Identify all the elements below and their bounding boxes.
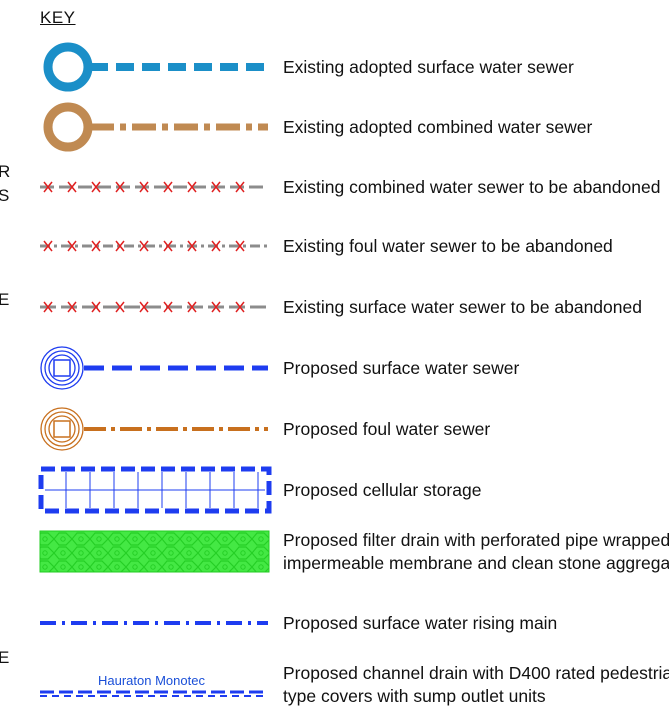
legend-label: Proposed surface water rising main xyxy=(283,613,558,633)
legend-label: Proposed foul water sewer xyxy=(283,419,491,439)
symbol-filter-drain xyxy=(39,530,270,573)
legend-label: Proposed filter drain with perforated pi… xyxy=(283,530,669,550)
abandon-cross-mark xyxy=(139,301,149,313)
symbol-existing-combined-sewer xyxy=(43,102,268,152)
symbol-surface-abandoned xyxy=(40,301,268,313)
legend-label: Existing adopted combined water sewer xyxy=(283,117,593,137)
key-title: KEY xyxy=(40,8,76,27)
symbol-foul-abandoned xyxy=(40,240,268,252)
symbol-proposed-foul-sewer xyxy=(40,407,268,451)
abandon-cross-mark xyxy=(187,240,197,252)
legend-label: Existing adopted surface water sewer xyxy=(283,57,574,77)
abandon-cross-mark xyxy=(67,301,77,313)
legend-label: Proposed surface water sewer xyxy=(283,358,520,378)
symbol-channel-drain xyxy=(40,690,268,697)
abandon-cross-mark xyxy=(187,181,197,193)
abandon-cross-mark xyxy=(115,181,125,193)
edge-fragment: R xyxy=(0,162,11,181)
legend-label: Proposed channel drain with D400 rated p… xyxy=(283,663,669,683)
symbol-cellular-storage xyxy=(38,466,272,514)
edge-fragment: E xyxy=(0,648,10,667)
abandon-cross-mark xyxy=(187,301,197,313)
legend-label: Proposed cellular storage xyxy=(283,480,482,500)
abandon-cross-mark xyxy=(43,240,53,252)
abandon-cross-mark xyxy=(211,181,221,193)
symbol-proposed-surface-sewer xyxy=(40,346,268,390)
legend-label: Existing foul water sewer to be abandone… xyxy=(283,236,613,256)
abandon-cross-mark xyxy=(43,301,53,313)
abandon-cross-mark xyxy=(211,301,221,313)
abandon-cross-mark xyxy=(43,181,53,193)
storage-outline xyxy=(38,466,272,514)
abandon-cross-mark xyxy=(235,181,245,193)
symbol-combined-abandoned xyxy=(40,181,268,193)
symbol-existing-surface-sewer xyxy=(43,42,268,92)
legend-label: Existing combined water sewer to be aban… xyxy=(283,177,661,197)
abandon-cross-mark xyxy=(91,181,101,193)
abandon-cross-mark xyxy=(163,181,173,193)
manhole-icon xyxy=(40,407,84,451)
channel-drain-product-label: Hauraton Monotec xyxy=(98,673,205,688)
legend-label-line2: impermeable membrane and clean stone agg… xyxy=(283,553,669,573)
legend-label-line2: type covers with sump outlet units xyxy=(283,686,546,706)
abandon-cross-mark xyxy=(163,240,173,252)
manhole-icon xyxy=(43,102,93,152)
abandon-cross-mark xyxy=(91,301,101,313)
abandon-cross-mark xyxy=(139,181,149,193)
abandon-cross-mark xyxy=(67,181,77,193)
manhole-icon xyxy=(43,42,93,92)
abandon-cross-mark xyxy=(115,240,125,252)
abandon-cross-mark xyxy=(139,240,149,252)
manhole-icon xyxy=(40,346,84,390)
legend-label: Existing surface water sewer to be aband… xyxy=(283,297,642,317)
abandon-cross-mark xyxy=(115,301,125,313)
abandon-cross-mark xyxy=(67,240,77,252)
edge-fragment: E xyxy=(0,290,10,309)
abandon-cross-mark xyxy=(163,301,173,313)
abandon-cross-mark xyxy=(235,240,245,252)
abandon-cross-mark xyxy=(211,240,221,252)
edge-fragment: S xyxy=(0,186,10,205)
abandon-cross-mark xyxy=(235,301,245,313)
abandon-cross-mark xyxy=(91,240,101,252)
